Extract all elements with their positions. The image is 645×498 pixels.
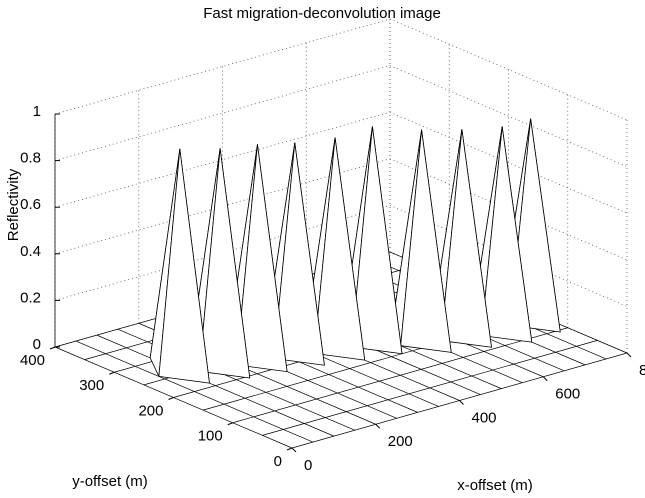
- spike-face: [440, 129, 492, 348]
- y-tick-label: 400: [20, 352, 45, 369]
- x-axis-label: x-offset (m): [457, 477, 533, 494]
- spike-face: [480, 126, 533, 343]
- y-tick-label: 200: [138, 402, 163, 419]
- tick-mark: [459, 400, 464, 405]
- spike-face: [158, 148, 210, 384]
- plot-area: 00.20.40.60.8101002003004000200400600800: [20, 18, 645, 474]
- spike-face: [273, 142, 325, 366]
- grid-line: [54, 18, 628, 121]
- tick-mark: [291, 447, 297, 453]
- tick-mark: [109, 371, 115, 375]
- z-tick-label: 0.8: [20, 150, 41, 167]
- spike-face: [400, 129, 452, 353]
- tick-mark: [626, 352, 632, 358]
- y-axis-label: y-offset (m): [72, 473, 148, 490]
- z-tick-label: 0: [33, 336, 41, 353]
- tick-mark: [286, 447, 293, 451]
- y-tick-label: 300: [79, 377, 104, 394]
- z-tick-label: 0.4: [20, 243, 41, 260]
- x-tick-label: 200: [388, 433, 413, 450]
- x-tick-label: 600: [555, 386, 580, 403]
- spike-face: [351, 126, 403, 355]
- x-tick-label: 400: [472, 409, 497, 426]
- x-tick-label: 0: [304, 457, 312, 474]
- tick-mark: [49, 346, 56, 350]
- spike-face: [236, 144, 288, 373]
- chart-title: Fast migration-deconvolution image: [203, 5, 441, 22]
- mesh-line: [262, 340, 598, 436]
- grid-line: [54, 111, 628, 214]
- z-tick-label: 0.6: [20, 196, 41, 213]
- tick-mark: [168, 397, 174, 400]
- x-tick-label: 800: [639, 362, 645, 379]
- tick-mark: [542, 376, 548, 382]
- z-tick-label: 1: [33, 103, 41, 120]
- grid-line: [54, 158, 628, 261]
- tick-mark: [227, 422, 233, 426]
- tick-mark: [375, 423, 381, 429]
- spike-face: [198, 148, 251, 379]
- mesh-line: [232, 327, 568, 424]
- y-tick-label: 100: [198, 428, 223, 445]
- z-axis-label: Reflectivity: [5, 168, 22, 241]
- y-tick-label: 0: [274, 453, 282, 470]
- z-tick-label: 0.2: [20, 289, 41, 306]
- spike-face: [313, 137, 366, 361]
- grid-line: [54, 65, 628, 167]
